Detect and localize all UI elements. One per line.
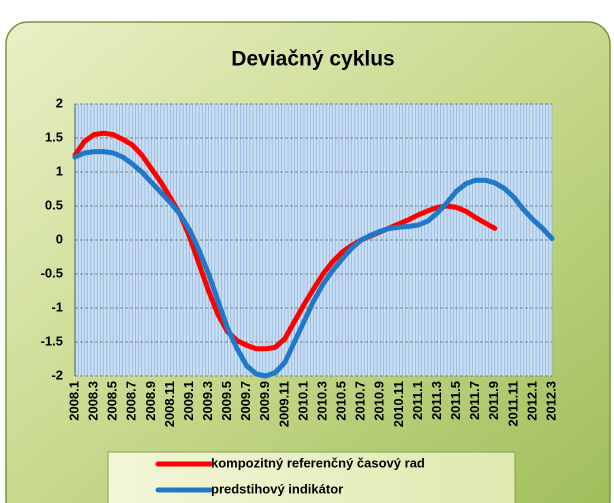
x-tick-label: 2008.7 bbox=[124, 381, 139, 421]
y-tick-label: 0 bbox=[56, 231, 63, 246]
x-tick-label: 2010.3 bbox=[314, 381, 329, 421]
series-line bbox=[72, 149, 555, 379]
x-tick-label: 2009.1 bbox=[181, 381, 196, 421]
y-tick-label: -1 bbox=[51, 299, 63, 314]
y-tick-label: 2 bbox=[56, 95, 63, 110]
x-tick-label: 2010.1 bbox=[295, 381, 310, 421]
y-tick-label: 1.5 bbox=[45, 129, 63, 144]
x-tick-label: 2012.1 bbox=[524, 381, 539, 421]
x-tick-label: 2011.9 bbox=[486, 381, 501, 420]
y-tick-label: 0.5 bbox=[45, 197, 63, 212]
x-tick-label: 2008.11 bbox=[162, 381, 177, 427]
series-line bbox=[72, 130, 498, 352]
x-tick-label: 2010.11 bbox=[391, 381, 406, 427]
y-tick-label: 1 bbox=[56, 163, 63, 178]
legend-label: kompozitný referenčný časový rad bbox=[211, 455, 425, 470]
x-tick-label: 2009.9 bbox=[257, 381, 272, 421]
x-tick-label: 2011.5 bbox=[448, 381, 463, 420]
x-tick-label: 2010.9 bbox=[372, 381, 387, 421]
x-tick-label: 2008.9 bbox=[143, 381, 158, 421]
x-tick-label: 2011.1 bbox=[410, 381, 425, 420]
x-tick-label: 2008.1 bbox=[66, 381, 81, 421]
x-tick-label: 2008.3 bbox=[86, 381, 101, 421]
x-tick-label: 2008.5 bbox=[105, 381, 120, 421]
y-tick-label: -2 bbox=[51, 367, 63, 382]
x-tick-label: 2009.5 bbox=[219, 381, 234, 421]
legend: kompozitný referenčný časový rad predstih… bbox=[107, 451, 516, 503]
x-tick-label: 2011.7 bbox=[467, 381, 482, 420]
x-tick-label: 2009.3 bbox=[200, 381, 215, 421]
x-tick-label: 2010.7 bbox=[353, 381, 368, 421]
x-tick-label: 2011.11 bbox=[505, 381, 520, 427]
x-tick-label: 2011.3 bbox=[429, 381, 444, 420]
legend-box bbox=[107, 451, 516, 503]
legend-label: predstihový indikátor bbox=[211, 481, 343, 496]
x-tick-label: 2009.11 bbox=[276, 381, 291, 427]
x-tick-label: 2010.5 bbox=[334, 381, 349, 421]
x-tick-label: 2009.7 bbox=[238, 381, 253, 421]
y-tick-label: -0.5 bbox=[41, 265, 63, 280]
y-tick-label: -1.5 bbox=[41, 333, 63, 348]
chart-title: Deviačný cyklus bbox=[231, 48, 394, 71]
x-tick-label: 2012.3 bbox=[543, 381, 558, 421]
